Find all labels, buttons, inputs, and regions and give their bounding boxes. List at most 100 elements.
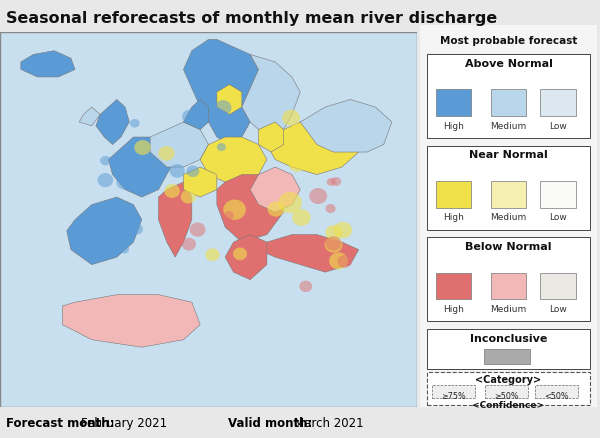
Polygon shape (259, 235, 359, 272)
Bar (535, 385, 578, 398)
Circle shape (268, 202, 284, 217)
Bar (436, 181, 472, 208)
Bar (541, 273, 576, 300)
Polygon shape (225, 235, 267, 280)
Circle shape (282, 110, 300, 127)
Polygon shape (184, 100, 209, 130)
Polygon shape (67, 198, 142, 265)
Text: March 2021: March 2021 (294, 416, 364, 429)
Text: Most probable forecast: Most probable forecast (440, 36, 577, 46)
Text: High: High (443, 213, 464, 222)
Bar (427, 55, 590, 139)
Bar (427, 329, 590, 369)
Circle shape (215, 101, 232, 116)
Text: <Category>: <Category> (475, 374, 542, 385)
Circle shape (229, 153, 251, 173)
Circle shape (334, 223, 352, 239)
Bar (484, 350, 530, 365)
Text: Seasonal reforecasts of monthly mean river discharge: Seasonal reforecasts of monthly mean riv… (6, 11, 497, 26)
Bar (427, 146, 590, 230)
Text: Medium: Medium (490, 304, 527, 313)
Circle shape (205, 249, 220, 261)
Polygon shape (300, 100, 392, 153)
Bar (427, 238, 590, 321)
Text: Near Normal: Near Normal (469, 150, 548, 160)
Circle shape (103, 201, 113, 209)
Circle shape (325, 226, 342, 240)
Circle shape (299, 281, 312, 293)
Polygon shape (79, 108, 100, 127)
Circle shape (224, 212, 234, 220)
Text: High: High (443, 304, 464, 313)
Circle shape (130, 120, 140, 128)
Circle shape (292, 210, 311, 226)
Circle shape (158, 147, 175, 161)
Polygon shape (184, 168, 217, 198)
Text: Medium: Medium (490, 121, 527, 131)
Bar (541, 181, 576, 208)
Circle shape (182, 238, 196, 251)
Bar (491, 90, 526, 117)
Polygon shape (150, 123, 209, 168)
Circle shape (187, 166, 199, 178)
Circle shape (120, 246, 129, 254)
Text: Below Normal: Below Normal (465, 242, 552, 251)
Circle shape (116, 176, 133, 190)
Circle shape (182, 110, 197, 124)
Circle shape (181, 191, 196, 204)
Polygon shape (217, 85, 242, 115)
Text: Low: Low (549, 121, 567, 131)
Text: Inconclusive: Inconclusive (470, 333, 547, 343)
Text: ≥75%: ≥75% (441, 391, 466, 400)
Circle shape (134, 141, 151, 155)
Text: ≥50%: ≥50% (494, 391, 519, 400)
Circle shape (217, 144, 226, 152)
Circle shape (164, 184, 180, 198)
Circle shape (289, 157, 306, 173)
Text: Low: Low (549, 213, 567, 222)
Circle shape (331, 178, 341, 187)
Text: Low: Low (549, 304, 567, 313)
Polygon shape (259, 123, 284, 153)
Circle shape (223, 200, 246, 220)
FancyBboxPatch shape (418, 22, 599, 411)
Bar (491, 181, 526, 208)
Text: February 2021: February 2021 (81, 416, 167, 429)
Text: Forecast month:: Forecast month: (6, 416, 115, 429)
Circle shape (327, 178, 335, 187)
Text: <Confidence>: <Confidence> (472, 400, 545, 409)
Polygon shape (158, 183, 192, 258)
Polygon shape (184, 40, 259, 145)
Circle shape (170, 165, 185, 178)
Polygon shape (62, 295, 200, 347)
Circle shape (98, 173, 113, 188)
Circle shape (131, 224, 143, 235)
Circle shape (329, 253, 348, 270)
Bar (433, 385, 475, 398)
Circle shape (309, 189, 327, 205)
Polygon shape (250, 168, 300, 212)
Polygon shape (267, 123, 359, 175)
Polygon shape (200, 138, 267, 183)
Text: <50%: <50% (544, 391, 569, 400)
Bar (491, 273, 526, 300)
Text: High: High (443, 121, 464, 131)
Text: Valid month:: Valid month: (228, 416, 313, 429)
Circle shape (325, 205, 335, 214)
Circle shape (233, 248, 247, 261)
Polygon shape (21, 52, 75, 78)
Text: Above Normal: Above Normal (464, 59, 553, 69)
Circle shape (325, 237, 343, 253)
Circle shape (190, 223, 206, 237)
Circle shape (278, 193, 302, 214)
Circle shape (214, 162, 232, 178)
Circle shape (325, 237, 341, 251)
Text: Medium: Medium (490, 213, 527, 222)
Bar (485, 385, 528, 398)
Circle shape (100, 156, 111, 166)
Polygon shape (109, 138, 175, 198)
Polygon shape (96, 100, 129, 145)
Bar (436, 90, 472, 117)
Circle shape (338, 255, 352, 268)
Polygon shape (217, 175, 284, 243)
